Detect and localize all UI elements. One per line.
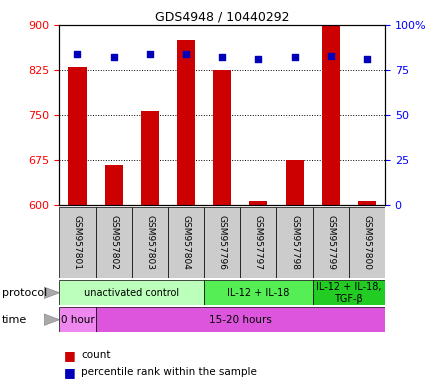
Point	[363, 56, 370, 62]
Text: GSM957796: GSM957796	[218, 215, 227, 270]
Text: GSM957804: GSM957804	[182, 215, 191, 270]
Bar	[69, 67, 87, 205]
Bar	[313, 207, 349, 278]
Polygon shape	[44, 314, 59, 326]
Text: GSM957799: GSM957799	[326, 215, 335, 270]
Text: GSM957803: GSM957803	[145, 215, 154, 270]
Text: unactivated control: unactivated control	[84, 288, 180, 298]
Bar	[204, 280, 313, 305]
Point	[183, 51, 190, 57]
Text: GSM957797: GSM957797	[254, 215, 263, 270]
Bar	[141, 111, 159, 205]
Bar	[59, 280, 204, 305]
Bar	[213, 70, 231, 205]
Text: IL-12 + IL-18: IL-12 + IL-18	[227, 288, 290, 298]
Text: time: time	[2, 314, 27, 325]
Bar	[286, 160, 304, 205]
Point	[147, 51, 154, 57]
Point	[74, 51, 81, 57]
Bar	[358, 201, 376, 205]
Bar	[204, 207, 240, 278]
Text: GSM957800: GSM957800	[363, 215, 371, 270]
Bar	[168, 207, 204, 278]
Bar	[276, 207, 313, 278]
Text: count: count	[81, 350, 111, 360]
Text: ■: ■	[64, 366, 76, 379]
Bar	[59, 307, 95, 332]
Point	[110, 55, 117, 61]
Bar	[59, 207, 95, 278]
Bar	[313, 280, 385, 305]
Bar	[95, 207, 132, 278]
Bar	[322, 13, 340, 205]
Point	[219, 55, 226, 61]
Point	[291, 55, 298, 61]
Text: GSM957802: GSM957802	[109, 215, 118, 270]
Bar	[240, 207, 276, 278]
Bar	[249, 200, 268, 205]
Text: GSM957798: GSM957798	[290, 215, 299, 270]
Bar	[95, 307, 385, 332]
Polygon shape	[44, 287, 59, 299]
Point	[327, 53, 334, 59]
Text: GSM957801: GSM957801	[73, 215, 82, 270]
Text: protocol: protocol	[2, 288, 48, 298]
Text: IL-12 + IL-18,
TGF-β: IL-12 + IL-18, TGF-β	[316, 282, 381, 304]
Text: 0 hour: 0 hour	[61, 314, 94, 325]
Bar	[177, 40, 195, 205]
Bar	[349, 207, 385, 278]
Title: GDS4948 / 10440292: GDS4948 / 10440292	[155, 11, 290, 24]
Point	[255, 56, 262, 62]
Bar	[132, 207, 168, 278]
Text: percentile rank within the sample: percentile rank within the sample	[81, 367, 257, 377]
Text: ■: ■	[64, 349, 76, 362]
Bar	[105, 164, 123, 205]
Text: 15-20 hours: 15-20 hours	[209, 314, 272, 325]
